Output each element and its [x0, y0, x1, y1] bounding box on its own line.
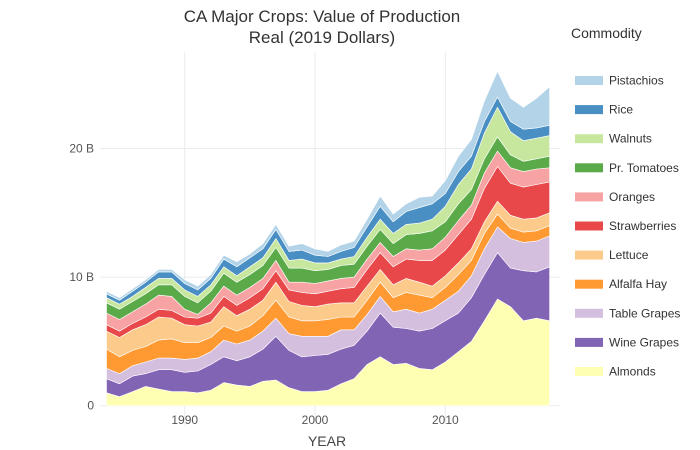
x-axis-title: YEAR: [308, 433, 346, 449]
legend-swatch-pistachios: [575, 76, 603, 85]
legend-swatch-rice: [575, 105, 603, 115]
legend-swatch-table-grapes: [575, 308, 603, 318]
legend-label-rice: Rice: [609, 103, 633, 117]
legend-swatch-walnuts: [575, 134, 603, 144]
legend-swatch-strawberries: [575, 221, 603, 231]
legend-label-lettuce: Lettuce: [609, 248, 649, 262]
legend-label-almonds: Almonds: [609, 365, 656, 379]
chart-title-line-2: Real (2019 Dollars): [249, 28, 395, 47]
legend: Commodity Pistachios Rice Walnuts Pr. Tomat…: [571, 25, 680, 379]
chart-title-line-1: CA Major Crops: Value of Production: [184, 7, 461, 26]
legend-swatch-lettuce: [575, 250, 603, 260]
legend-label-walnuts: Walnuts: [609, 132, 652, 146]
legend-label-pistachios: Pistachios: [609, 74, 664, 88]
y-tick-label: 20 B: [69, 141, 94, 155]
y-tick-label: 0: [87, 399, 94, 413]
legend-swatch-almonds: [575, 367, 603, 376]
legend-title: Commodity: [571, 25, 642, 41]
legend-label-alfalfa-hay: Alfalfa Hay: [609, 277, 667, 291]
area-pistachios: [106, 71, 550, 301]
x-tick-label: 2000: [302, 413, 329, 427]
legend-swatch-oranges: [575, 192, 603, 202]
stacked-areas: [106, 71, 550, 406]
legend-label-pr-tomatoes: Pr. Tomatoes: [609, 161, 679, 175]
legend-label-table-grapes: Table Grapes: [609, 306, 680, 320]
axes: 0 10 B 20 B 1990 2000 2010: [69, 141, 459, 427]
legend-swatch-wine-grapes: [575, 337, 603, 347]
x-tick-label: 2010: [432, 413, 459, 427]
y-tick-label: 10 B: [69, 270, 94, 284]
legend-label-strawberries: Strawberries: [609, 219, 676, 233]
legend-label-oranges: Oranges: [609, 190, 655, 204]
x-tick-label: 1990: [171, 413, 198, 427]
legend-swatch-alfalfa-hay: [575, 279, 603, 289]
legend-label-wine-grapes: Wine Grapes: [609, 335, 679, 349]
legend-swatch-pr-tomatoes: [575, 163, 603, 173]
